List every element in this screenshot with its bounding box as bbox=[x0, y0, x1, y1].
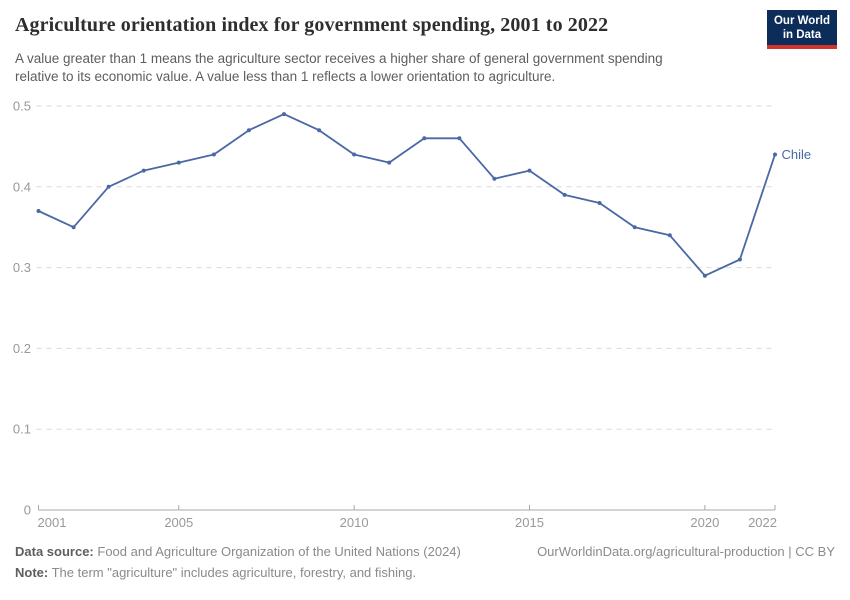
data-point bbox=[387, 160, 392, 165]
y-tick-label: 0.2 bbox=[13, 341, 31, 356]
data-point bbox=[562, 192, 567, 197]
data-point bbox=[597, 201, 602, 205]
data-source-text: Food and Agriculture Organization of the… bbox=[97, 544, 461, 559]
data-point bbox=[176, 160, 181, 165]
data-point bbox=[492, 176, 497, 181]
data-point bbox=[352, 152, 357, 157]
chart-subtitle-line1: A value greater than 1 means the agricul… bbox=[15, 51, 663, 66]
data-source-line: Data source: Food and Agriculture Organi… bbox=[15, 541, 835, 562]
data-point bbox=[106, 184, 111, 189]
citation-link: OurWorldinData.org/agricultural-producti… bbox=[537, 544, 835, 559]
y-tick-label: 0.5 bbox=[13, 99, 31, 114]
data-point bbox=[527, 168, 532, 173]
y-tick-label: 0 bbox=[24, 503, 31, 518]
data-point bbox=[702, 273, 707, 278]
data-point bbox=[773, 152, 777, 157]
y-tick-label: 0.4 bbox=[13, 179, 31, 194]
chart-canvas[interactable]: 0 0.1 0.2 0.3 0.4 0.5 2001 2005 2010 2015 2020 2022… bbox=[0, 80, 850, 540]
data-point bbox=[71, 225, 76, 230]
footer-left: Data source: Food and Agriculture Organi… bbox=[15, 541, 835, 583]
page-title: Agriculture orientation index for govern… bbox=[15, 14, 609, 36]
y-tick-label: 0.1 bbox=[13, 422, 31, 437]
x-tick-label: 2022 bbox=[748, 515, 777, 530]
data-point bbox=[282, 112, 286, 117]
data-point bbox=[667, 233, 672, 238]
x-tick-label: 2010 bbox=[340, 515, 369, 530]
data-point bbox=[246, 128, 251, 133]
data-source-label: Data source: bbox=[15, 544, 94, 559]
owid-logo-line2: in Data bbox=[782, 28, 822, 41]
data-point bbox=[632, 225, 637, 230]
y-tick-label: 0.3 bbox=[13, 260, 31, 275]
data-point bbox=[211, 152, 216, 157]
series-label-chile: Chile bbox=[782, 147, 812, 162]
x-tick-label: 2020 bbox=[690, 515, 719, 530]
data-point bbox=[317, 128, 322, 133]
data-point bbox=[457, 136, 462, 141]
note-label: Note: bbox=[15, 565, 49, 580]
chart-subtitle-line2: relative to its economic value. A value … bbox=[15, 68, 556, 84]
owid-logo: Our World in Data bbox=[766, 10, 837, 49]
data-line-chile bbox=[37, 113, 776, 277]
data-point bbox=[422, 136, 427, 141]
note-text: The term "agriculture" includes agricult… bbox=[51, 565, 417, 580]
x-tick-label: 2001 bbox=[38, 515, 67, 530]
data-point bbox=[36, 209, 41, 213]
note-line: Note: The term "agriculture" includes ag… bbox=[15, 562, 835, 583]
data-point bbox=[141, 168, 146, 173]
chart-subtitle: A value greater than 1 means the agricul… bbox=[15, 50, 663, 85]
x-tick-label: 2005 bbox=[164, 515, 193, 530]
chart-footer: Data source: Food and Agriculture Organi… bbox=[15, 541, 835, 583]
data-point bbox=[737, 257, 742, 262]
line-chart[interactable]: 0 0.1 0.2 0.3 0.4 0.5 2001 2005 2010 2015 2020 2022… bbox=[0, 80, 850, 540]
x-tick-label: 2015 bbox=[515, 515, 544, 530]
owid-logo-line1: Our World bbox=[773, 15, 830, 27]
